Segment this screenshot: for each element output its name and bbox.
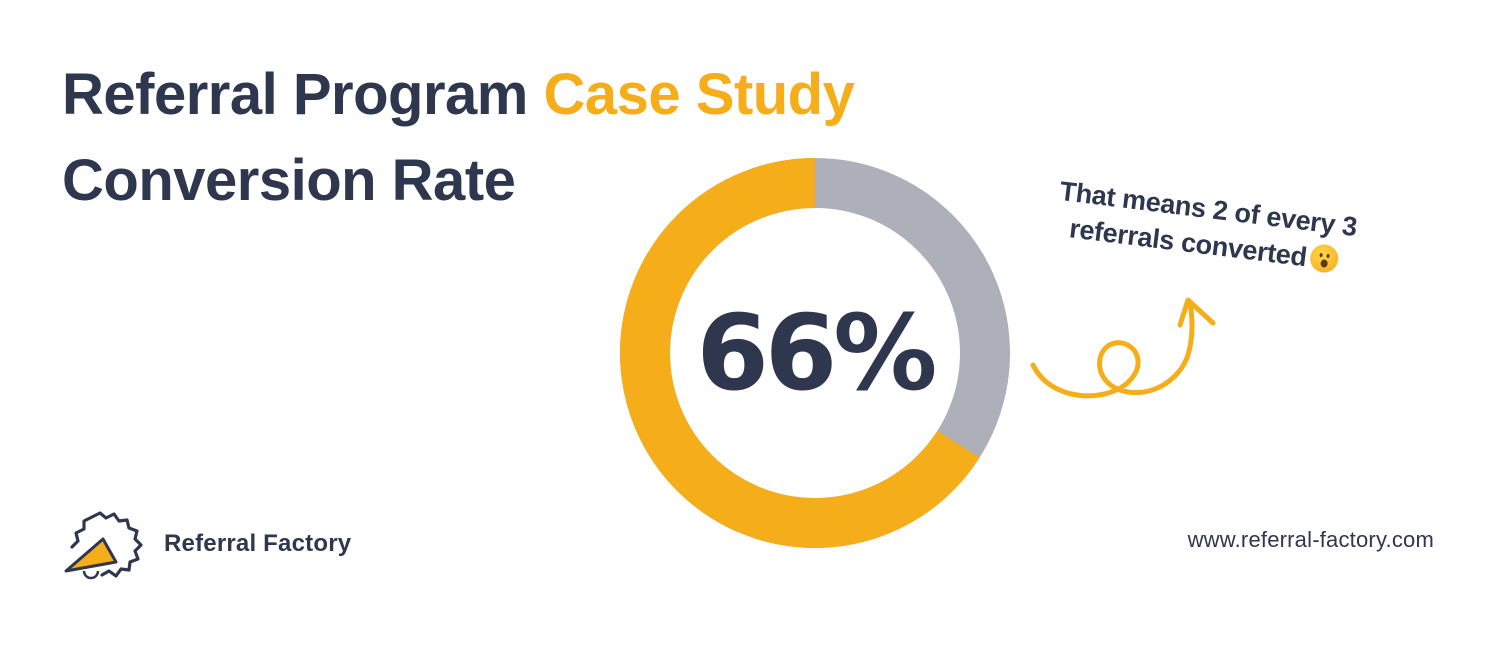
donut-center-value: 66%	[696, 292, 938, 414]
donut-chart: 66%	[620, 158, 1010, 548]
website-url: www.referral-factory.com	[1187, 527, 1434, 552]
brand-name: Referral Factory	[164, 530, 352, 557]
donut-segment-converted	[620, 158, 1010, 548]
donut-ring	[620, 158, 1010, 548]
megaphone-badge-icon	[64, 511, 143, 580]
page-title: Referral Program Case Study Conversion R…	[62, 52, 855, 224]
astonished-face-icon	[1309, 242, 1341, 275]
annotation-text: That means 2 of every 3 referrals conver…	[1013, 168, 1399, 286]
curly-arrow-icon	[1030, 297, 1216, 399]
brand-logo: Referral Factory	[62, 505, 351, 583]
title-main: Referral Program	[62, 62, 544, 127]
title-line-2: Conversion Rate	[62, 148, 516, 213]
title-line-1: Referral Program Case Study	[62, 52, 855, 138]
title-accent: Case Study	[543, 62, 855, 127]
